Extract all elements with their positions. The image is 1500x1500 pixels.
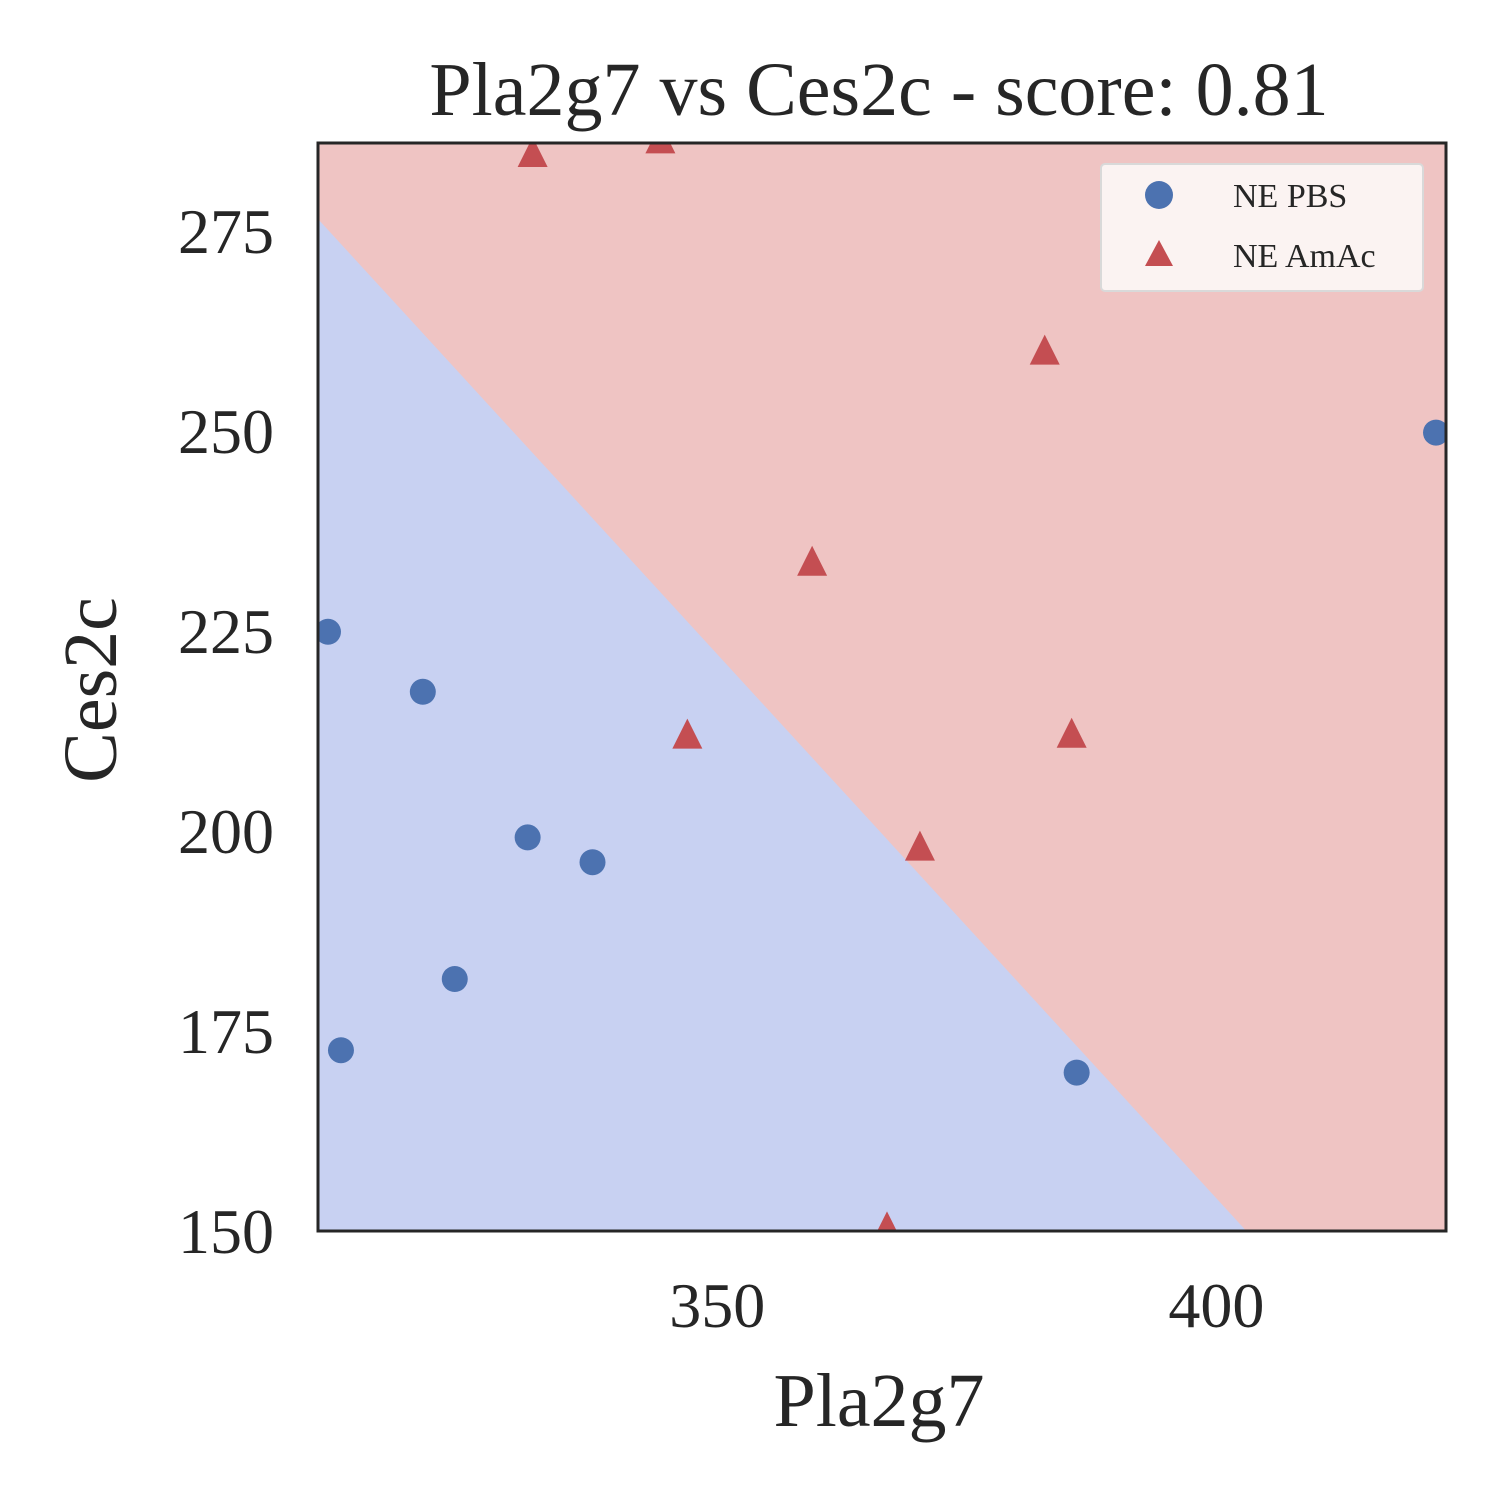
x-axis-label: Pla2g7: [773, 1359, 984, 1443]
point-ne-pbs: [409, 678, 436, 705]
point-ne-amac: [1029, 334, 1060, 365]
legend-marker-ne-amac: [1145, 240, 1173, 266]
y-axis-label: Ces2c: [49, 597, 133, 783]
x-tick-label: 350: [669, 1270, 765, 1341]
point-ne-pbs: [1063, 1059, 1090, 1086]
point-ne-pbs: [514, 824, 541, 851]
y-tick-label: 275: [178, 196, 274, 267]
point-ne-amac: [877, 1211, 897, 1231]
point-ne-pbs: [441, 966, 468, 992]
point-ne-pbs: [1423, 419, 1446, 446]
x-axis-ticks: 350 400: [669, 1270, 1264, 1341]
y-tick-label: 250: [178, 396, 274, 467]
point-ne-amac: [517, 143, 548, 167]
y-tick-label: 225: [178, 596, 274, 667]
legend-label-ne-pbs: NE PBS: [1233, 178, 1347, 215]
legend-box: [1100, 163, 1424, 292]
chart-title: Pla2g7 vs Ces2c - score: 0.81: [429, 48, 1328, 132]
data-points: [318, 143, 1446, 1231]
x-tick-label: 400: [1168, 1270, 1264, 1341]
point-ne-amac: [672, 718, 703, 749]
y-axis-ticks: 150 175 200 225 250 275: [178, 196, 274, 1267]
y-tick-label: 175: [178, 996, 274, 1067]
legend-label-ne-amac: NE AmAc: [1233, 238, 1376, 275]
point-ne-amac: [797, 545, 828, 576]
point-ne-pbs: [318, 618, 341, 645]
point-ne-amac: [645, 143, 676, 154]
legend-marker-ne-pbs: [1145, 181, 1173, 209]
y-tick-label: 150: [178, 1196, 274, 1267]
point-ne-pbs: [579, 849, 606, 876]
plot-frame: [316, 141, 1448, 1233]
legend: NE PBS NE AmAc: [1100, 163, 1424, 292]
y-tick-label: 200: [178, 796, 274, 867]
point-ne-amac: [1056, 717, 1087, 748]
point-ne-pbs: [327, 1037, 354, 1064]
point-ne-amac: [904, 830, 935, 861]
